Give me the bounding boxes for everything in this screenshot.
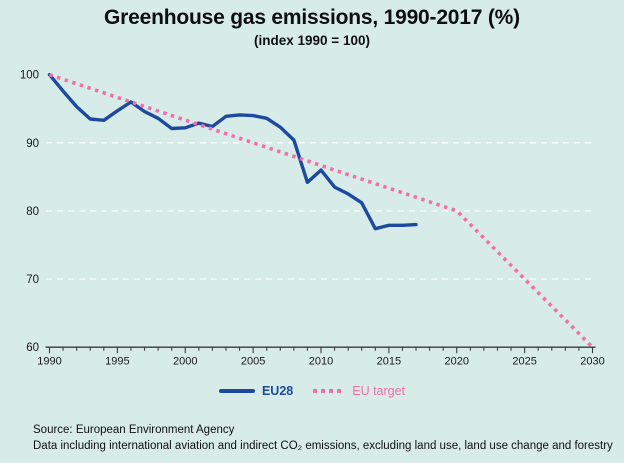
- source-notes: Source: European Environment Agency Data…: [33, 423, 614, 454]
- legend-label-eu-target: EU target: [352, 384, 406, 398]
- svg-text:2020: 2020: [445, 356, 469, 368]
- data-note-line: Data including international aviation an…: [33, 439, 613, 452]
- svg-text:1995: 1995: [105, 356, 129, 368]
- legend-item-eu28: EU28: [218, 384, 294, 398]
- svg-text:90: 90: [26, 138, 39, 150]
- svg-text:1990: 1990: [37, 356, 61, 368]
- eu-target-dotted-swatch-icon: [313, 389, 346, 393]
- chart-subtitle: (index 1990 = 100): [254, 33, 370, 48]
- svg-text:2010: 2010: [309, 356, 333, 368]
- svg-text:80: 80: [26, 206, 39, 218]
- chart-title: Greenhouse gas emissions, 1990-2017 (%): [104, 6, 520, 29]
- svg-text:2015: 2015: [377, 356, 401, 368]
- svg-text:100: 100: [20, 70, 39, 82]
- legend-item-eu-target: EU target: [313, 384, 405, 398]
- source-line: Source: European Environment Agency: [33, 424, 235, 436]
- svg-text:70: 70: [26, 274, 39, 286]
- eu28-line-swatch-icon: [218, 389, 255, 393]
- svg-text:2025: 2025: [512, 356, 536, 368]
- svg-text:60: 60: [26, 342, 39, 354]
- svg-text:2005: 2005: [241, 356, 265, 368]
- svg-text:2030: 2030: [580, 356, 604, 368]
- svg-text:2000: 2000: [173, 356, 197, 368]
- chart-legend: EU28 EU target: [0, 384, 624, 398]
- legend-label-eu28: EU28: [261, 384, 294, 398]
